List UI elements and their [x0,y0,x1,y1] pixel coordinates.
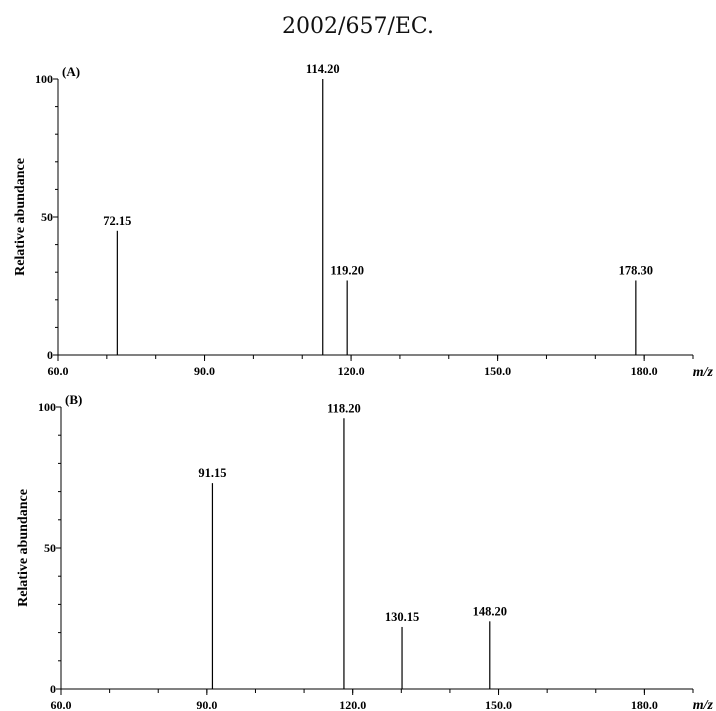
x-axis-title: m/z [693,698,714,711]
panel-label: (B) [65,392,82,407]
peak-label: 118.20 [327,401,361,415]
x-tick-label: 180.0 [631,698,658,711]
y-tick-label: 0 [47,348,53,362]
x-tick-label: 180.0 [631,364,658,378]
peak-label: 91.15 [198,466,226,480]
peak-label: 178.30 [619,263,653,277]
y-tick-label: 100 [35,72,53,86]
peak-label: 72.15 [103,214,131,228]
spectrum-panel-a: 60.0 90.0 120.0 150.0 180.0 0 50 100 (A) Relative… [13,62,714,380]
x-tick-label: 90.0 [194,364,215,378]
x-tick-label: 120.0 [339,698,366,711]
x-tick-label: 150.0 [484,364,511,378]
x-tick-label: 90.0 [196,698,217,711]
y-tick-label: 100 [38,400,56,414]
spectrum-panel-b: 60.0 90.0 120.0 150.0 180.0 0 50 100 (B) Relative… [16,392,714,711]
y-axis-title: Relative abundance [16,489,31,607]
y-tick-label: 50 [41,210,53,224]
y-tick-label: 0 [50,682,56,696]
peak-label: 114.20 [306,62,340,76]
x-tick-label: 150.0 [485,698,512,711]
peak-label: 130.15 [385,610,419,624]
peak-label: 148.20 [473,604,507,618]
y-tick-label: 50 [44,541,56,555]
peak-label: 119.20 [330,263,364,277]
x-tick-label: 60.0 [51,698,72,711]
panel-label: (A) [62,64,80,79]
x-tick-label: 60.0 [48,364,69,378]
x-axis-title: m/z [693,365,714,380]
x-tick-label: 120.0 [338,364,365,378]
page-header-text: 2002/657/EC. [282,14,434,39]
y-axis-title: Relative abundance [13,158,28,276]
